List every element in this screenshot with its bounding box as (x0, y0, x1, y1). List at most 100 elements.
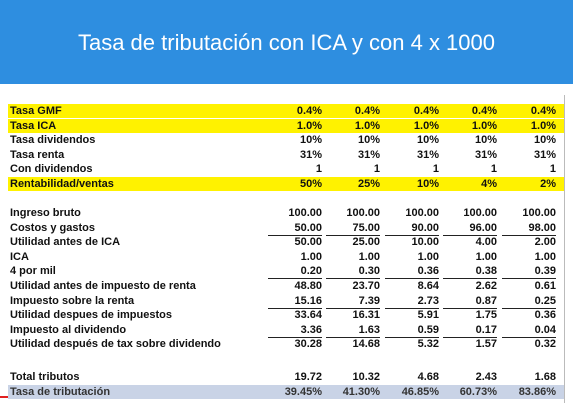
cell-value: 0.38 (475, 265, 497, 278)
cell-value: 0.25 (534, 294, 556, 307)
cell-value: 50.00 (294, 221, 322, 234)
table-row: Ingreso bruto 100.00 100.00 100.00 100.00 100… (8, 206, 564, 220)
row-label: Tasa ICA (10, 119, 57, 132)
cell-underline (385, 336, 439, 338)
cell-value: 1.68 (534, 371, 556, 383)
cell-value: 100.00 (288, 207, 322, 219)
row-label: Impuesto al dividendo (10, 323, 127, 336)
cell-value: 0.4% (296, 105, 322, 117)
row-label: Ingreso bruto (10, 207, 81, 219)
cell-value: 0.04 (534, 323, 556, 336)
cell-underline (326, 307, 380, 309)
cell-value: 23.70 (352, 280, 380, 292)
row-label: Rentabilidad/ventas (10, 178, 114, 190)
cell-value: 15.16 (294, 294, 322, 307)
cell-value: 10.32 (352, 371, 380, 383)
table-row: Utilidad antes de impuesto de renta 48.80… (8, 279, 564, 293)
cell-underline (326, 234, 380, 236)
table-row: 4 por mil 0.20 0.30 0.36 0.38 0.39 (8, 264, 564, 280)
cell-underline (385, 234, 439, 236)
cell-value: 100.00 (463, 207, 497, 219)
cell-value: 1 (432, 163, 439, 176)
cell-value: 0.4% (471, 105, 497, 117)
cell-value: 2.00 (534, 236, 556, 249)
table-row: Impuesto al dividendo 3.36 1.63 0.59 0.17 0.0… (8, 323, 564, 338)
cell-underline (443, 336, 497, 338)
cell-value: 25% (357, 178, 380, 190)
cell-value: 10% (416, 178, 439, 190)
cell-value: 100.00 (346, 207, 380, 219)
cell-underline (502, 234, 556, 236)
cell-value: 1 (490, 163, 497, 176)
cell-underline (268, 307, 322, 309)
cell-value: 2.43 (475, 371, 497, 383)
cell-underline (268, 278, 322, 280)
cell-value: 31% (533, 148, 556, 161)
row-label: Utilidad antes de ICA (10, 236, 121, 249)
cell-underline (268, 234, 322, 236)
cell-value: 31% (474, 148, 497, 161)
cell-value: 10% (416, 134, 439, 147)
cell-value: 0.36 (534, 309, 556, 322)
cell-value: 96.00 (469, 221, 497, 234)
cell-value: 46.85% (401, 385, 439, 398)
cell-underline (443, 278, 497, 280)
cell-value: 31% (416, 148, 439, 161)
row-label: Costos y gastos (10, 221, 95, 234)
cell-value: 75.00 (352, 221, 380, 234)
cell-value: 60.73% (459, 385, 497, 398)
cell-value: 2.73 (417, 294, 439, 307)
cell-value: 0.61 (534, 280, 556, 292)
cell-value: 3.36 (300, 323, 322, 336)
table-row: Utilidad antes de ICA 50.00 25.00 10.00 4.00… (8, 235, 564, 249)
cell-value: 48.80 (294, 280, 322, 292)
cell-underline (443, 307, 497, 309)
row-label: 4 por mil (10, 265, 56, 278)
row-label: Tasa de tributación (10, 385, 111, 398)
cell-value: 30.28 (294, 338, 322, 351)
table-row: ICA 1.00 1.00 1.00 1.00 1.00 (8, 250, 564, 264)
table-row: Costos y gastos 50.00 75.00 90.00 96.00 98.00 (8, 221, 564, 236)
table-row: Con dividendos 1 1 1 1 1 (8, 162, 564, 176)
cell-value: 1.0% (296, 119, 322, 132)
cell-value: 2.62 (475, 280, 497, 292)
cell-underline (502, 307, 556, 309)
cell-value: 14.68 (352, 338, 380, 351)
cell-value: 10% (299, 134, 322, 147)
cell-value: 1.00 (300, 250, 322, 263)
cell-value: 1.00 (534, 250, 556, 263)
cell-value: 100.00 (405, 207, 439, 219)
cell-underline (443, 234, 497, 236)
cell-value: 1.57 (475, 338, 497, 351)
title-band (0, 0, 573, 84)
cell-value: 0.59 (417, 323, 439, 336)
cell-underline (385, 307, 439, 309)
cell-value: 10% (474, 134, 497, 147)
cell-value: 0.36 (417, 265, 439, 278)
cell-value: 7.39 (358, 294, 380, 307)
cell-value: 0.32 (534, 338, 556, 351)
cell-value: 2% (540, 178, 556, 190)
cell-underline (326, 278, 380, 280)
cell-value: 8.64 (417, 280, 439, 292)
table-row: Utilidad despues de impuestos 33.64 16.31 5… (8, 308, 564, 322)
cell-value: 1.0% (413, 119, 439, 132)
table-row: Tasa de tributación 39.45% 41.30% 46.85% 60.… (8, 384, 564, 399)
cell-value: 1.00 (417, 250, 439, 263)
cell-value: 0.4% (354, 105, 380, 117)
row-label: Con dividendos (10, 163, 93, 176)
row-label: Tasa renta (10, 148, 65, 161)
row-label: Utilidad después de tax sobre dividendo (10, 338, 221, 351)
table-row: Tasa dividendos 10% 10% 10% 10% 10% (8, 133, 564, 147)
table-row: Tasa ICA 1.0% 1.0% 1.0% 1.0% 1.0% (8, 118, 564, 133)
cell-value: 1.63 (358, 323, 380, 336)
cell-value: 39.45% (284, 385, 322, 398)
cell-value: 1.00 (358, 250, 380, 263)
cell-value: 41.30% (342, 385, 380, 398)
cell-value: 16.31 (352, 309, 380, 322)
cell-value: 5.32 (417, 338, 439, 351)
cell-value: 19.72 (294, 371, 322, 383)
row-label: Impuesto sobre la renta (10, 294, 135, 307)
cell-value: 25.00 (352, 236, 380, 249)
row-label: Tasa GMF (10, 105, 62, 117)
